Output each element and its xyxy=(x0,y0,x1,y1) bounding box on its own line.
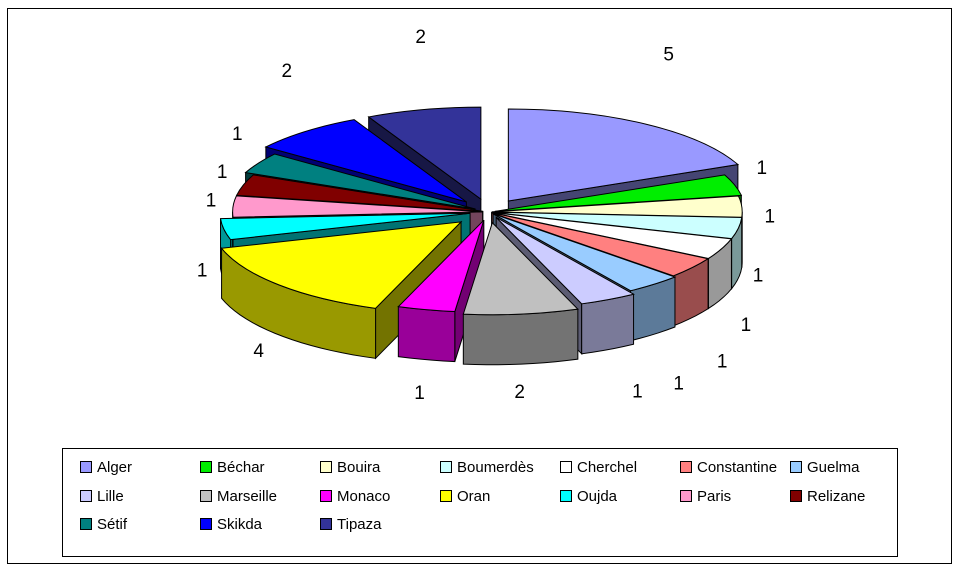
data-label-bechar: 1 xyxy=(756,158,767,179)
legend-swatch xyxy=(680,461,692,473)
slice-setif xyxy=(244,153,476,210)
slice-tipaza xyxy=(367,106,482,201)
legend-label: Béchar xyxy=(217,458,265,476)
legend-swatch xyxy=(80,490,92,502)
data-label-skikda: 2 xyxy=(282,61,293,82)
legend-swatch xyxy=(80,518,92,530)
slice-marseille xyxy=(462,221,579,316)
legend-item-alger: Alger xyxy=(80,457,132,477)
legend-item-marseille: Marseille xyxy=(200,486,277,506)
legend-label: Sétif xyxy=(97,515,128,533)
legend-label: Relizane xyxy=(807,487,866,505)
legend-swatch xyxy=(320,490,332,502)
data-label-guelma: 1 xyxy=(673,374,684,395)
legend-label: Lille xyxy=(97,487,124,505)
legend-swatch xyxy=(80,461,92,473)
data-label-bouira: 1 xyxy=(764,206,775,227)
data-label-tipaza: 2 xyxy=(415,27,426,48)
slice-guelma xyxy=(492,213,677,292)
legend-item-paris: Paris xyxy=(680,486,731,506)
legend-item-constantine: Constantine xyxy=(680,457,777,477)
legend-label: Tipaza xyxy=(337,515,382,533)
legend-swatch xyxy=(200,490,212,502)
legend-item-boumerdes: Boumerdès xyxy=(440,457,534,477)
legend-swatch xyxy=(680,490,692,502)
data-label-oujda: 1 xyxy=(197,261,208,282)
legend-label: Oujda xyxy=(577,487,618,505)
legend-item-lille: Lille xyxy=(80,486,124,506)
slice-lille xyxy=(495,216,635,305)
slice-oujda xyxy=(219,212,471,241)
data-label-setif: 1 xyxy=(232,124,243,145)
slice-bechar xyxy=(495,174,743,212)
legend-item-bouira: Bouira xyxy=(320,457,380,477)
legend-item-bechar: Béchar xyxy=(200,457,265,477)
legend-swatch xyxy=(790,490,802,502)
slice-monaco-side xyxy=(397,306,456,363)
legend-item-cherchel: Cherchel xyxy=(560,457,637,477)
legend-swatch xyxy=(320,518,332,530)
data-label-boumerdes: 1 xyxy=(753,266,764,287)
data-label-monaco: 1 xyxy=(414,383,425,404)
legend-label: Alger xyxy=(97,458,133,476)
chart-legend: Alger Béchar Bouira Boumerdès Cherchel Consta… xyxy=(62,448,898,557)
data-label-alger: 5 xyxy=(663,44,674,65)
legend-item-oujda: Oujda xyxy=(560,486,617,506)
legend-swatch xyxy=(560,461,572,473)
legend-item-oran: Oran xyxy=(440,486,490,506)
slice-marseille-side xyxy=(462,308,579,366)
legend-label: Cherchel xyxy=(577,458,638,476)
legend-swatch xyxy=(790,461,802,473)
legend-label: Monaco xyxy=(337,487,391,505)
legend-item-tipaza: Tipaza xyxy=(320,514,381,534)
data-label-paris: 1 xyxy=(206,190,217,211)
slice-skikda xyxy=(264,119,467,203)
legend-label: Guelma xyxy=(807,458,860,476)
legend-swatch xyxy=(320,461,332,473)
legend-item-guelma: Guelma xyxy=(790,457,860,477)
legend-item-relizane: Relizane xyxy=(790,486,865,506)
legend-item-monaco: Monaco xyxy=(320,486,390,506)
data-label-constantine: 1 xyxy=(717,352,728,373)
legend-label: Bouira xyxy=(337,458,381,476)
legend-label: Boumerdès xyxy=(457,458,534,476)
slice-monaco xyxy=(397,219,485,313)
legend-item-skikda: Skikda xyxy=(200,514,262,534)
legend-swatch xyxy=(200,461,212,473)
data-label-oran: 4 xyxy=(253,341,264,362)
slice-relizane xyxy=(235,174,483,212)
legend-swatch xyxy=(200,518,212,530)
legend-label: Paris xyxy=(697,487,732,505)
slice-alger xyxy=(507,108,740,202)
legend-label: Oran xyxy=(457,487,491,505)
legend-label: Skikda xyxy=(217,515,263,533)
slice-oran xyxy=(220,221,463,309)
slice-paris xyxy=(232,195,483,218)
legend-swatch xyxy=(440,461,452,473)
slice-constantine xyxy=(491,212,710,277)
legend-label: Marseille xyxy=(217,487,278,505)
data-label-relizane: 1 xyxy=(217,162,228,183)
legend-label: Constantine xyxy=(697,458,778,476)
legend-swatch xyxy=(560,490,572,502)
data-label-marseille: 2 xyxy=(514,382,525,403)
data-label-lille: 1 xyxy=(632,381,643,402)
legend-item-setif: Sétif xyxy=(80,514,127,534)
legend-swatch xyxy=(440,490,452,502)
data-label-cherchel: 1 xyxy=(741,315,752,336)
